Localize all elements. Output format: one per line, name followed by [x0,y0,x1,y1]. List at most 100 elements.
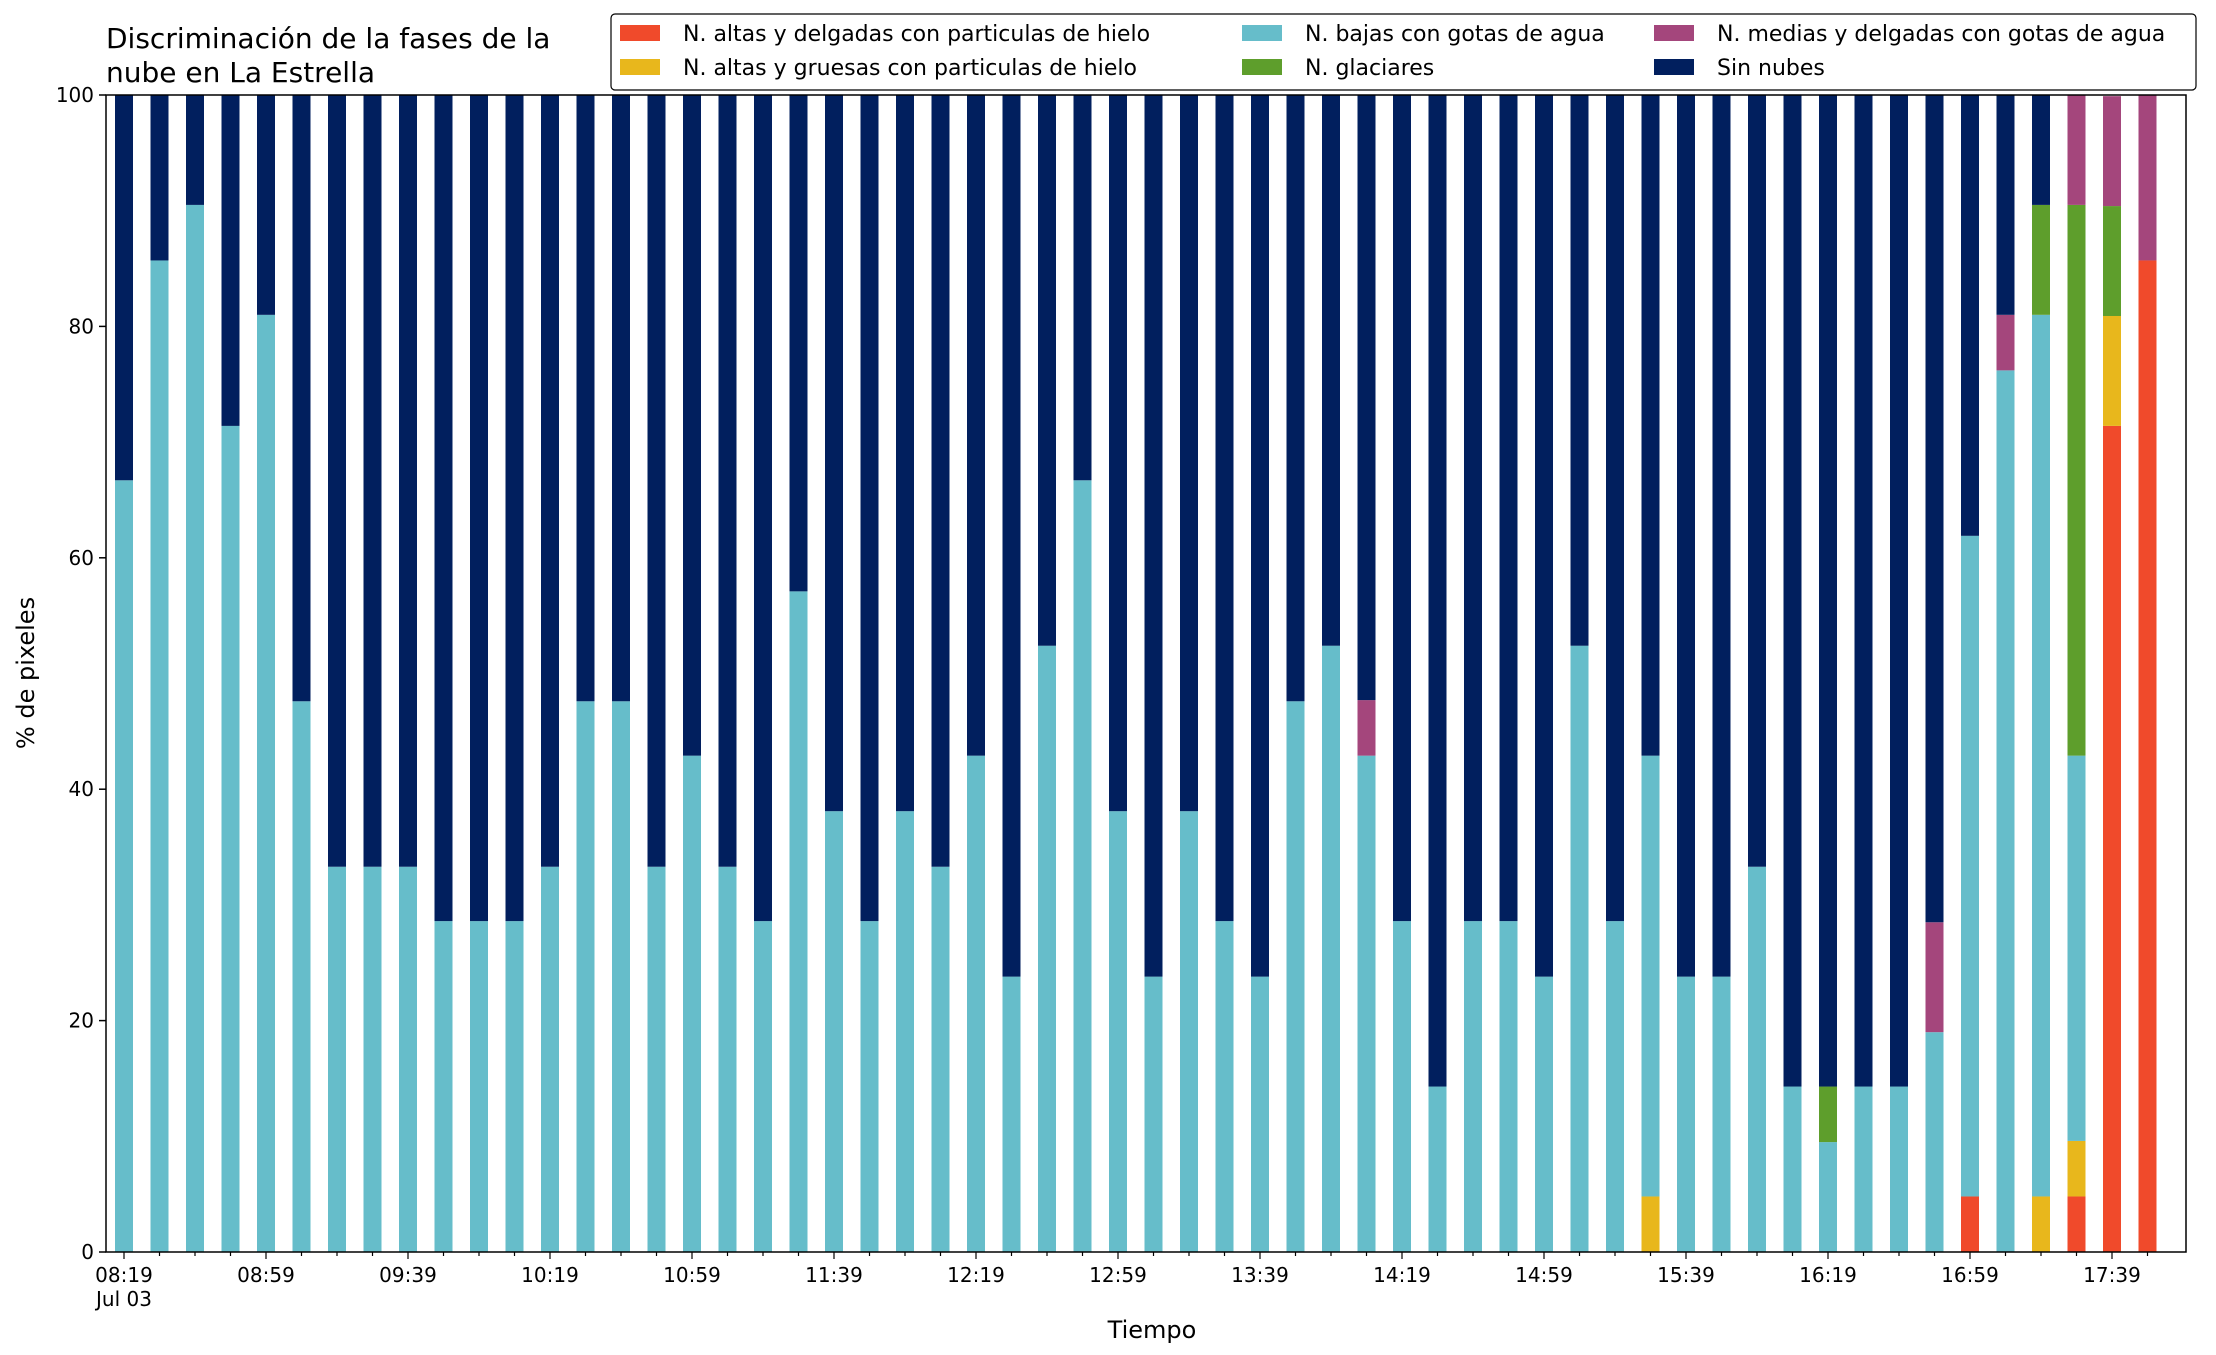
y-tick-label: 60 [69,546,94,570]
legend-swatch [1654,25,1694,41]
bar-segment-5-27 [1074,95,1092,480]
bar-segment-5-52 [1961,95,1979,536]
legend-swatch [620,25,660,41]
bar-segment-2-31 [1216,921,1234,1252]
bar-segment-2-0 [115,480,133,1252]
x-tick-label: 11:39 [805,1263,863,1287]
bar-segment-5-32 [1251,95,1269,977]
bar-segment-2-8 [399,867,417,1252]
bar-segment-2-16 [683,756,701,1252]
bar-segment-3-48 [1819,1087,1837,1143]
bar-segment-2-53 [1997,370,2015,1252]
bar-segment-2-15 [648,867,666,1252]
bar-segment-5-16 [683,95,701,756]
bar-segment-2-36 [1393,921,1411,1252]
x-tick-label: 12:59 [1089,1263,1147,1287]
bar-segment-2-10 [470,921,488,1252]
bar-segment-2-28 [1109,811,1127,1252]
bar-segment-5-26 [1038,95,1056,646]
bar-segment-2-22 [896,811,914,1252]
bar-segment-5-38 [1464,95,1482,921]
bar-segment-5-42 [1606,95,1624,921]
bar-segment-2-46 [1748,867,1766,1252]
bar-segment-2-32 [1251,977,1269,1252]
bar-segment-2-21 [861,921,879,1252]
bar-segment-5-53 [1997,95,2015,315]
bar-segment-4-55 [2068,95,2086,205]
y-tick-label: 20 [69,1009,94,1033]
bar-segment-2-9 [435,921,453,1252]
bar-segment-5-33 [1287,95,1305,701]
x-tick-label: 08:19 [95,1263,153,1287]
bar-segment-5-49 [1855,95,1873,1087]
bar-segment-2-6 [328,867,346,1252]
bar-segment-2-24 [967,756,985,1252]
bar-segment-5-48 [1819,95,1837,1087]
bar-segment-2-43 [1642,756,1660,1197]
bar-segment-5-20 [825,95,843,811]
bar-segment-5-17 [719,95,737,867]
bar-segment-2-30 [1180,811,1198,1252]
bar-segment-2-7 [364,867,382,1252]
bar-segment-5-23 [932,95,950,867]
bar-segment-2-13 [577,701,595,1252]
y-tick-label: 40 [69,777,94,801]
x-tick-label: 08:59 [237,1263,295,1287]
bar-segment-5-36 [1393,95,1411,921]
bar-segment-5-31 [1216,95,1234,921]
legend-entry-label: N. glaciares [1305,56,1434,81]
bar-segment-2-23 [932,867,950,1252]
bar-segment-2-39 [1500,921,1518,1252]
bar-segment-5-21 [861,95,879,921]
bar-segment-5-24 [967,95,985,756]
bar-segment-3-54 [2032,205,2050,315]
bar-segment-0-55 [2068,1196,2086,1252]
x-axis-label: Tiempo [1107,1316,1197,1344]
bar-segment-5-34 [1322,95,1340,646]
legend-swatch [620,59,660,75]
bar-segment-2-4 [257,315,275,1252]
y-axis: 020406080100 [56,83,106,1264]
bar-segment-5-30 [1180,95,1198,811]
bar-segment-1-54 [2032,1196,2050,1252]
bar-segment-5-40 [1535,95,1553,977]
bar-segment-0-52 [1961,1196,1979,1252]
bar-segment-5-12 [541,95,559,867]
bar-segment-5-43 [1642,95,1660,756]
x-tick-label: 13:39 [1231,1263,1289,1287]
bar-segment-5-11 [506,95,524,921]
bar-segment-2-12 [541,867,559,1252]
bar-segment-5-47 [1784,95,1802,1087]
bar-segment-2-26 [1038,646,1056,1252]
y-tick-label: 0 [81,1240,94,1264]
x-tick-label: 12:19 [947,1263,1005,1287]
bar-segment-5-3 [222,95,240,426]
bar-segment-5-22 [896,95,914,811]
bar-segment-5-54 [2032,95,2050,205]
bar-segment-2-35 [1358,756,1376,1252]
bar-segment-3-56 [2103,206,2121,316]
bar-segment-5-25 [1003,95,1021,977]
bar-segment-5-18 [754,95,772,921]
bar-segment-2-54 [2032,315,2050,1197]
bar-segment-5-5 [293,95,311,701]
x-tick-sublabel: Jul 03 [94,1287,152,1311]
bar-segment-2-19 [790,591,808,1252]
legend-entry-label: N. altas y gruesas con particulas de hie… [683,56,1137,81]
bar-segment-2-49 [1855,1087,1873,1252]
bar-segment-2-33 [1287,701,1305,1252]
bar-segment-5-46 [1748,95,1766,867]
bar-segment-5-2 [186,95,204,205]
bar-segment-2-1 [151,260,169,1252]
bar-segment-2-14 [612,701,630,1252]
bar-segment-2-29 [1145,977,1163,1252]
x-tick-label: 14:19 [1373,1263,1431,1287]
x-tick-label: 09:39 [379,1263,437,1287]
bar-segment-5-19 [790,95,808,591]
bar-segment-5-4 [257,95,275,315]
bar-segment-2-17 [719,867,737,1252]
bar-segment-2-20 [825,811,843,1252]
bar-segment-2-3 [222,426,240,1252]
bar-segment-2-34 [1322,646,1340,1252]
x-axis: 08:19 08:59 09:39 10:19 10:59 11:39 12:19 12:59… [94,1252,2147,1311]
